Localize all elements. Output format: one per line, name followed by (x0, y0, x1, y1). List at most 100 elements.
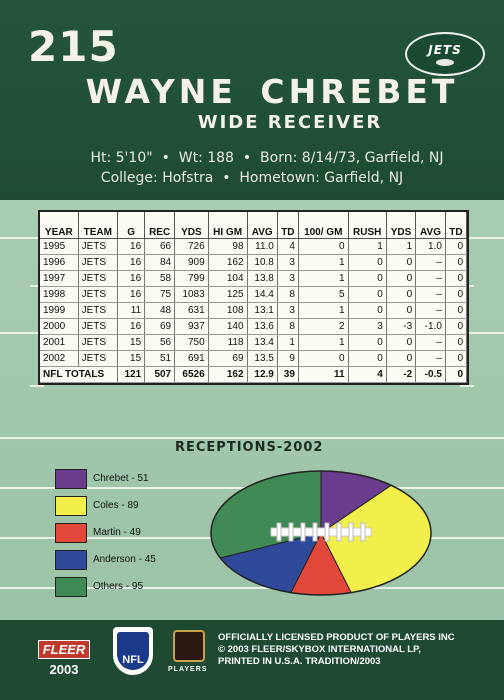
table-cell: 1 (298, 334, 349, 351)
stats-body: 1995 JETS 16 66 726 98 11.0 4 0 1 1 1.0 0 1996 JETS 16 8… (40, 238, 468, 383)
table-cell: 9 (277, 350, 299, 367)
table-cell: JETS (78, 238, 119, 255)
players-inc-logo: PLAYERS (168, 630, 212, 673)
table-cell: 3 (277, 270, 299, 287)
receptions-pie-chart (210, 470, 432, 596)
table-cell: JETS (78, 286, 119, 303)
football-icon (436, 58, 454, 66)
table-row: 1998 JETS 16 75 1083 125 14.4 8 5 0 0–0 (40, 286, 468, 303)
table-cell: 1996 (40, 254, 79, 271)
chart-legend: Chrebet - 51 Coles - 89 Martin - 49 Anderso… (55, 465, 156, 600)
legend-label: Anderson - 45 (93, 554, 156, 565)
table-cell: 4 (277, 238, 299, 255)
players-mark-icon (173, 630, 205, 662)
table-cell: 937 (174, 318, 209, 335)
legend-swatch (55, 576, 87, 597)
hash-mark (460, 385, 474, 387)
table-cell: 39 (277, 366, 299, 383)
column-header: YDS (174, 212, 209, 239)
table-cell: -1.0 (415, 318, 446, 335)
lace-stitch (336, 522, 342, 542)
table-cell: 909 (174, 254, 209, 271)
table-cell: 140 (208, 318, 248, 335)
nfl-label: NFL (117, 632, 149, 670)
bio-hometown: Hometown: Garfield, NJ (239, 170, 404, 186)
table-cell: JETS (78, 270, 119, 287)
table-cell: 2001 (40, 334, 79, 351)
table-row: 1995 JETS 16 66 726 98 11.0 4 0 1 1 1.0 0 (40, 238, 468, 255)
table-cell: 0 (348, 334, 387, 351)
football-laces-icon (270, 527, 372, 537)
brand-name: FLEER (38, 640, 90, 659)
table-cell: 3 (277, 302, 299, 319)
career-stats-table: YEAR TEAM G REC YDS HI GM AVG TD 100/ GM RUSH YDS A… (38, 210, 469, 385)
table-cell: 98 (208, 238, 248, 255)
table-cell: 1 (298, 302, 349, 319)
license-line: OFFICIALLY LICENSED PRODUCT OF PLAYERS I… (218, 632, 455, 643)
column-header: G (117, 212, 146, 239)
table-cell: 66 (144, 238, 176, 255)
table-cell: 6526 (174, 366, 209, 383)
table-cell: 10.8 (247, 254, 278, 271)
column-header: YDS (386, 212, 417, 239)
table-cell: 0 (445, 350, 468, 367)
table-cell: 0 (348, 286, 387, 303)
legend-item: Anderson - 45 (55, 546, 156, 573)
table-cell: 162 (208, 254, 248, 271)
table-cell: 0 (298, 238, 349, 255)
stats-table: YEAR TEAM G REC YDS HI GM AVG TD 100/ GM RUSH YDS A… (40, 212, 468, 383)
table-cell: 104 (208, 270, 248, 287)
table-cell: 12.9 (247, 366, 278, 383)
yard-line (0, 437, 504, 439)
jets-logo-icon: JETS (405, 32, 485, 76)
team-logo-text: JETS (428, 42, 462, 57)
table-cell: 13.1 (247, 302, 278, 319)
table-cell: 162 (208, 366, 248, 383)
table-cell: 0 (386, 350, 417, 367)
table-row: 1999 JETS 11 48 631 108 13.1 3 1 0 0–0 (40, 302, 468, 319)
table-cell: 118 (208, 334, 248, 351)
table-cell: 11 (117, 302, 146, 319)
table-cell: 16 (117, 270, 146, 287)
table-cell: 8 (277, 318, 299, 335)
yard-line (0, 587, 504, 589)
legend-swatch (55, 549, 87, 570)
table-cell: 0 (348, 350, 387, 367)
legend-swatch (55, 468, 87, 489)
legend-item: Coles - 89 (55, 492, 156, 519)
table-cell: 3 (277, 254, 299, 271)
bio-line-2: College: Hofstra • Hometown: Garfield, N… (100, 170, 404, 186)
table-cell: 0 (445, 254, 468, 271)
table-cell: 1 (348, 238, 387, 255)
license-line: © 2003 FLEER/SKYBOX INTERNATIONAL LP, (218, 644, 421, 655)
table-cell: 13.8 (247, 270, 278, 287)
table-cell: 5 (298, 286, 349, 303)
legend-item: Others - 95 (55, 573, 156, 600)
player-position: WIDE RECEIVER (197, 112, 383, 133)
pie-slice-anderson (211, 532, 322, 595)
table-cell: – (415, 334, 446, 351)
card-number: 215 (28, 22, 119, 71)
table-cell: JETS (78, 350, 119, 367)
table-cell: 11 (298, 366, 349, 383)
table-cell: 799 (174, 270, 209, 287)
bio-height: Ht: 5'10" (90, 150, 153, 166)
column-header: AVG (247, 212, 278, 239)
table-cell: JETS (78, 318, 119, 335)
legend-swatch (55, 522, 87, 543)
table-cell: 750 (174, 334, 209, 351)
table-cell: 58 (144, 270, 176, 287)
table-cell: 1997 (40, 270, 79, 287)
table-cell: 69 (208, 350, 248, 367)
table-cell: 691 (174, 350, 209, 367)
column-header: TEAM (78, 212, 119, 239)
table-cell: 121 (117, 366, 146, 383)
legend-label: Coles - 89 (93, 500, 139, 511)
column-header: YEAR (40, 212, 79, 239)
table-cell: JETS (78, 302, 119, 319)
table-cell: JETS (78, 254, 119, 271)
stats-header-row: YEAR TEAM G REC YDS HI GM AVG TD 100/ GM RUSH YDS A… (40, 212, 468, 239)
table-cell: 13.5 (247, 350, 278, 367)
table-cell: 1 (298, 270, 349, 287)
table-cell: – (415, 350, 446, 367)
